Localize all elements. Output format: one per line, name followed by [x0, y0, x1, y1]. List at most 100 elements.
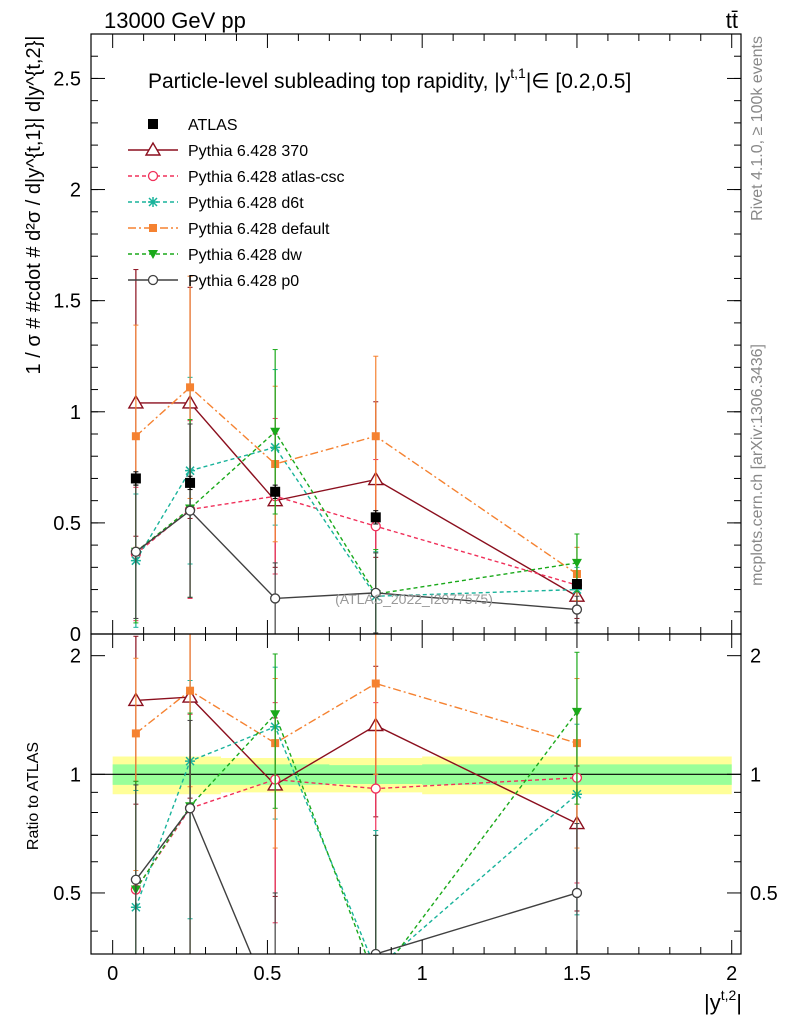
main-title: Particle-level subleading top rapidity, …	[148, 65, 631, 93]
ratio-series-marker	[271, 1007, 280, 1016]
legend-entry: ATLAS	[148, 117, 238, 134]
main-series-marker	[270, 593, 281, 604]
main-series-marker	[571, 604, 583, 615]
main-series-marker	[184, 505, 196, 516]
x-tick-label: 1	[417, 963, 428, 985]
ratio-y-tick-label: 2	[70, 646, 81, 668]
main-series-5	[130, 423, 583, 634]
legend-entry: Pythia 6.428 dw	[128, 247, 302, 264]
legend-marker-swatch	[148, 119, 158, 129]
main-series-marker	[371, 432, 380, 441]
main-axes: 0 0.5 1 1.5 2 2.5	[53, 34, 741, 646]
main-watermark: (ATLAS_2022_I2077575)	[335, 591, 493, 607]
ratio-series-4	[130, 651, 582, 985]
ratio-series-3	[131, 634, 581, 872]
ratio-series-marker	[186, 686, 195, 695]
ratio-y-tick-label-right: 2	[750, 646, 761, 668]
ratio-panel: 0.5 0.5 1 1 2 2 0 0.5 1 1.5 2	[53, 633, 778, 1016]
atlas-data-marker	[370, 512, 381, 523]
ratio-series-marker	[184, 803, 196, 814]
rivet-label: Rivet 4.1.0, ≥ 100k events	[749, 36, 766, 221]
ratio-y-axis-label: Ratio to ATLAS	[25, 742, 42, 850]
ratio-plot-area	[91, 634, 741, 1016]
header-process-label: tt̄	[726, 8, 738, 33]
main-series-line	[135, 446, 577, 597]
main-y-tick-label: 0.5	[53, 513, 81, 535]
x-tick-label: 1.5	[563, 963, 591, 985]
legend-marker-swatch	[148, 197, 158, 207]
ratio-series-marker	[370, 783, 381, 794]
main-y-tick-label: 0	[70, 624, 81, 646]
legend-label: Pythia 6.428 370	[188, 143, 308, 160]
main-y-tick-label: 2	[70, 180, 81, 202]
legend-entry: Pythia 6.428 p0	[128, 273, 299, 290]
legend: ATLAS Pythia 6.428 370 Pythia 6.428 atlas-…	[128, 117, 345, 290]
main-series-marker	[270, 427, 281, 437]
main-series-line	[135, 430, 578, 595]
legend-label: Pythia 6.428 default	[188, 221, 330, 238]
ratio-y-tick-label-right: 1	[750, 764, 761, 786]
main-plot-area	[127, 269, 586, 634]
main-title-sup: t,1	[510, 65, 526, 81]
ratio-y-tick-label-right: 0.5	[750, 883, 778, 905]
ratio-series-marker	[371, 976, 381, 985]
ratio-series-1	[130, 702, 583, 954]
legend-label: Pythia 6.428 dw	[188, 247, 302, 264]
header-energy-label: 13000 GeV pp	[104, 8, 246, 33]
atlas-data-marker	[270, 486, 281, 497]
legend-label: Pythia 6.428 atlas-csc	[188, 169, 345, 186]
main-series-marker	[370, 587, 381, 599]
main-y-tick-label: 1.5	[53, 291, 81, 313]
ratio-y-tick-label: 0.5	[53, 883, 81, 905]
x-axis-label: |yt,2|	[704, 987, 742, 1015]
mcplots-label: mcplots.cern.ch [arXiv:1306.3436]	[749, 344, 766, 586]
legend-entry: Pythia 6.428 atlas-csc	[128, 169, 345, 186]
x-tick-label: 2	[726, 963, 737, 985]
x-tick-label: 0.5	[254, 963, 282, 985]
main-series-marker	[130, 546, 142, 557]
ratio-y-tick-label: 1	[70, 764, 81, 786]
atlas-data-marker	[571, 579, 582, 589]
x-tick-label: 0	[107, 963, 118, 985]
ratio-series-line	[135, 682, 578, 744]
ratio-series-5	[130, 719, 583, 1016]
ratio-series-marker	[131, 729, 140, 738]
ratio-series-marker	[571, 887, 583, 899]
ratio-series-line	[135, 777, 577, 890]
main-y-tick-label: 1	[70, 402, 81, 424]
atlas-data-marker	[130, 473, 141, 484]
main-panel: 0 0.5 1 1.5 2 2.5 (ATLAS_2022_I2077575) Parti…	[53, 33, 742, 646]
ratio-series-2	[130, 666, 582, 974]
main-series-line	[135, 495, 578, 586]
ratio-series-marker	[270, 710, 281, 720]
main-series-marker	[131, 432, 140, 441]
x-axis-label-text: |y	[704, 990, 721, 1015]
ratio-series-marker	[130, 874, 142, 885]
atlas-data-marker	[185, 477, 196, 488]
main-series-marker	[186, 383, 195, 392]
main-series-3	[131, 275, 581, 602]
main-title-tail: |∈ [0.2,0.5]	[526, 70, 631, 93]
ratio-series-marker	[371, 964, 381, 974]
main-series-0	[127, 269, 586, 619]
legend-entry: Pythia 6.428 370	[128, 141, 308, 160]
ratio-series-line	[135, 711, 578, 954]
x-axis-label-sup: t,2	[721, 987, 737, 1003]
legend-marker-swatch	[144, 141, 162, 156]
main-series-line	[135, 386, 578, 575]
legend-entry: Pythia 6.428 default	[128, 221, 330, 238]
ratio-series-line	[135, 806, 578, 954]
legend-marker-swatch	[148, 250, 158, 259]
main-data-atlas	[130, 471, 582, 589]
legend-label: Pythia 6.428 d6t	[188, 195, 304, 212]
ratio-frame	[90, 633, 742, 955]
legend-marker-swatch	[149, 224, 157, 232]
legend-marker-swatch	[147, 274, 159, 286]
legend-label: ATLAS	[188, 117, 238, 134]
main-title-text: Particle-level subleading top rapidity, …	[148, 70, 511, 93]
ratio-series-marker	[571, 707, 582, 717]
x-axis-label-tail: |	[736, 990, 742, 1015]
ratio-series-marker	[371, 679, 380, 688]
legend-marker-swatch	[147, 170, 159, 182]
main-y-axis-label: 1 / σ # #cdot # d²σ / d|y^{t,1}| d|y^{t,…	[23, 36, 45, 375]
